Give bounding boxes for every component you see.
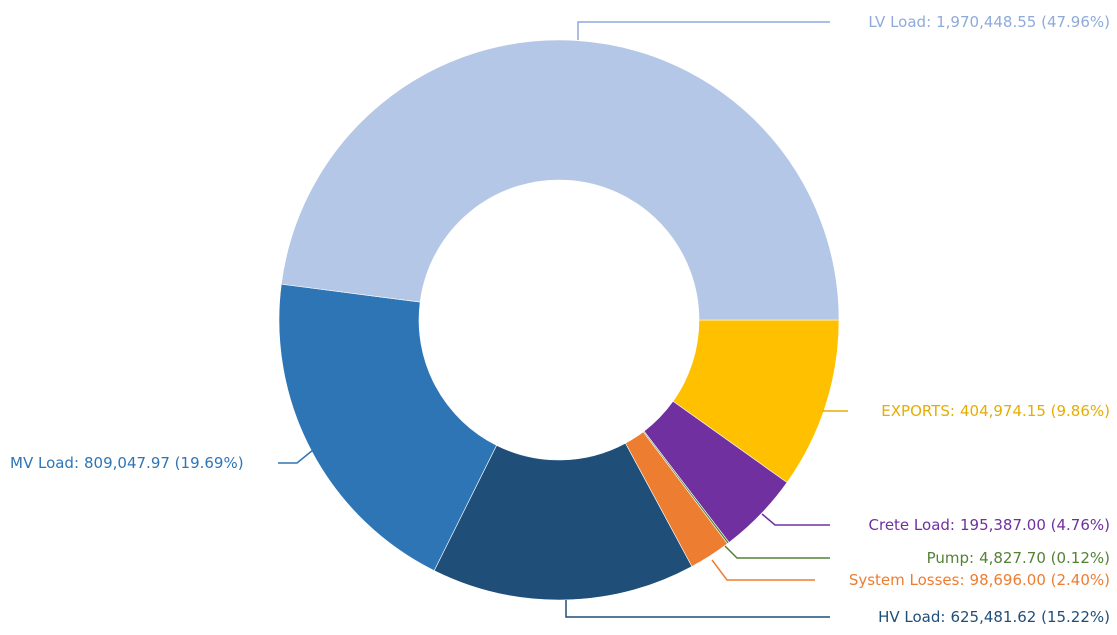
slice-category: Crete Load: [869,516,955,534]
leader-line [711,559,815,581]
slice-value-label: 625,481.62 (15.22%) [950,608,1110,626]
leader-line [577,21,830,40]
slice-label: System Losses: 98,696.00 (2.40%) [849,571,1110,589]
slice-category: MV Load: [10,454,79,472]
slice-value-label: 4,827.70 (0.12%) [979,549,1110,567]
slice-value-label: 195,387.00 (4.76%) [960,516,1110,534]
donut-slice [280,39,840,321]
slice-label: Crete Load: 195,387.00 (4.76%) [869,516,1110,534]
slice-category: EXPORTS: [881,402,955,420]
slice-value-label: 404,974.15 (9.86%) [960,402,1110,420]
slice-category: HV Load: [878,608,945,626]
donut-slice [278,283,497,572]
slice-label: Pump: 4,827.70 (0.12%) [927,549,1110,567]
slice-value-label: 809,047.97 (19.69%) [84,454,244,472]
slice-value-label: 98,696.00 (2.40%) [970,571,1110,589]
slice-category: System Losses: [849,571,965,589]
leader-line [761,513,830,526]
slice-value-label: 1,970,448.55 (47.96%) [936,13,1110,31]
leader-line [724,545,830,559]
leader-line [565,600,830,618]
slice-category: Pump: [927,549,974,567]
leader-line [278,449,314,464]
slice-label: MV Load: 809,047.97 (19.69%) [10,454,244,472]
slice-category: LV Load: [868,13,931,31]
donut-slice [433,442,693,601]
slice-label: EXPORTS: 404,974.15 (9.86%) [881,402,1110,420]
slice-label: HV Load: 625,481.62 (15.22%) [878,608,1110,626]
slice-label: LV Load: 1,970,448.55 (47.96%) [868,13,1110,31]
